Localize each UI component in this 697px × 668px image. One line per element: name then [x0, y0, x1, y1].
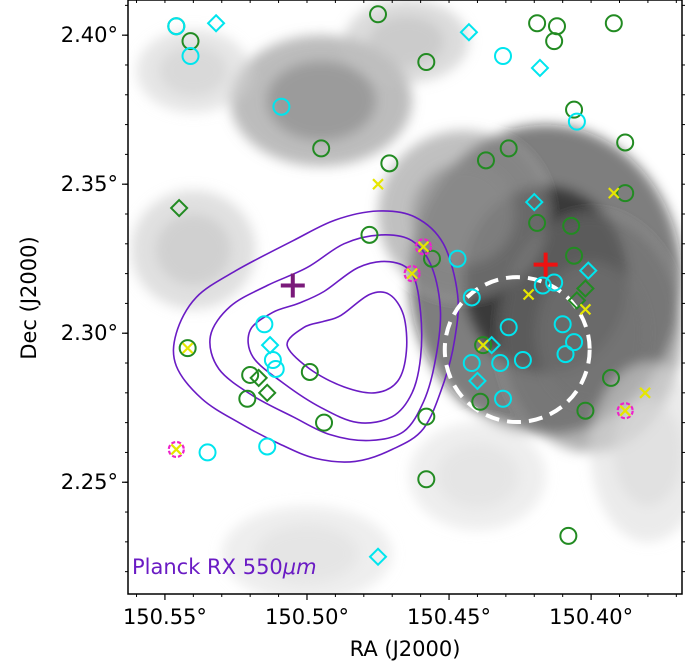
- background-blob-core: [614, 399, 682, 506]
- x-tick-label: 150.50°: [265, 605, 349, 629]
- planck-annotation: Planck RX 550μm: [132, 555, 317, 579]
- background-blob-core: [156, 214, 231, 286]
- planck-annotation-text: Planck RX 550: [132, 555, 283, 579]
- planck-annotation-unit: μm: [282, 555, 317, 579]
- y-tick-label: 2.40°: [61, 23, 118, 47]
- background-blob-core: [267, 61, 376, 140]
- x-tick-label: 150.55°: [123, 605, 207, 629]
- x-tick-label: 150.40°: [549, 605, 633, 629]
- y-tick-label: 2.35°: [61, 172, 118, 196]
- x-tick-label: 150.45°: [407, 605, 491, 629]
- y-axis-title: Dec (J2000): [17, 236, 41, 359]
- background-blob-core: [159, 46, 227, 96]
- y-tick-label: 2.25°: [61, 470, 118, 494]
- background-blob-core: [437, 444, 519, 508]
- plot-area: [128, 0, 697, 601]
- x-axis-title: RA (J2000): [350, 637, 461, 661]
- y-tick-label: 2.30°: [61, 321, 118, 345]
- background-blob-core: [412, 164, 514, 264]
